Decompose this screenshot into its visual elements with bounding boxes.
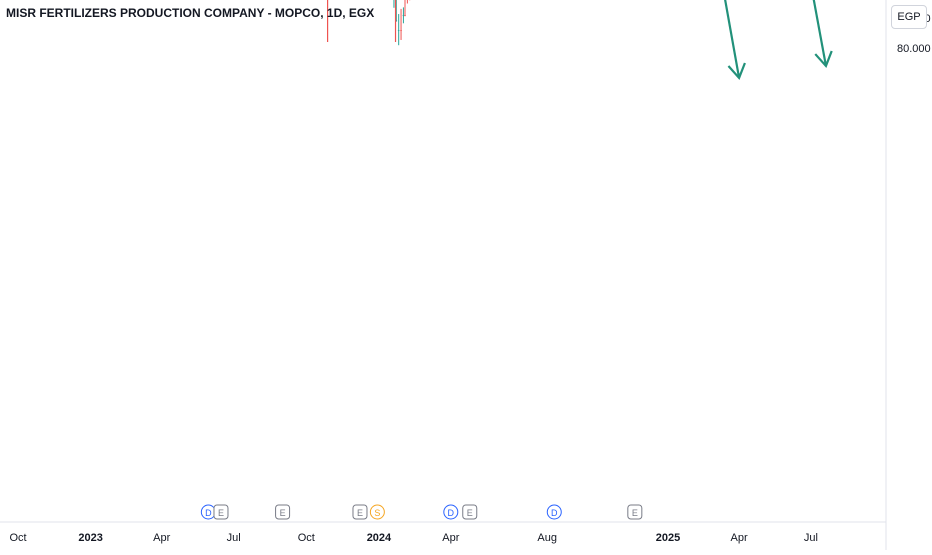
event-marker bbox=[546, 504, 562, 520]
candle-body bbox=[404, 15, 406, 17]
candle-body bbox=[402, 15, 405, 17]
x-tick-label: Jul bbox=[227, 532, 241, 544]
x-tick-label: Apr bbox=[731, 532, 748, 544]
projection-path bbox=[812, 0, 828, 67]
event-marker bbox=[352, 504, 368, 520]
x-tick-label: 2024 bbox=[367, 532, 392, 544]
currency-button[interactable]: EGP bbox=[891, 5, 927, 29]
event-marker-letter: E bbox=[357, 508, 363, 518]
event-marker bbox=[627, 504, 643, 520]
y-tick-label: 80.000 bbox=[897, 43, 931, 55]
event-marker-letter: E bbox=[280, 508, 286, 518]
candle-body bbox=[400, 30, 402, 31]
event-marker-letter: S bbox=[374, 508, 380, 518]
candle-body bbox=[395, 20, 398, 22]
x-tick-label: Apr bbox=[442, 532, 459, 544]
x-tick-label: Apr bbox=[153, 532, 170, 544]
event-marker-letter: D bbox=[448, 508, 455, 518]
event-marker bbox=[443, 504, 459, 520]
x-tick-label: 2025 bbox=[656, 532, 680, 544]
x-tick-label: Oct bbox=[298, 532, 315, 544]
event-marker bbox=[275, 504, 291, 520]
event-marker-letter: D bbox=[205, 508, 212, 518]
event-marker-letter: D bbox=[551, 508, 558, 518]
candle-body bbox=[397, 30, 400, 31]
x-tick-label: Oct bbox=[9, 532, 26, 544]
event-marker-letter: E bbox=[632, 508, 638, 518]
event-marker-letter: E bbox=[467, 508, 473, 518]
event-marker bbox=[462, 504, 478, 520]
x-tick-label: 2023 bbox=[78, 532, 102, 544]
chart-title: MISR FERTILIZERS PRODUCTION COMPANY - MO… bbox=[6, 6, 375, 20]
projection-arrowhead bbox=[814, 50, 833, 69]
event-marker bbox=[213, 504, 229, 520]
x-tick-label: Jul bbox=[804, 532, 818, 544]
projection-arrowhead bbox=[727, 62, 746, 81]
x-tick-label: Aug bbox=[537, 532, 557, 544]
event-marker bbox=[369, 504, 385, 520]
projection-path bbox=[724, 0, 741, 79]
event-marker-letter: E bbox=[218, 508, 224, 518]
candles bbox=[326, 0, 411, 46]
